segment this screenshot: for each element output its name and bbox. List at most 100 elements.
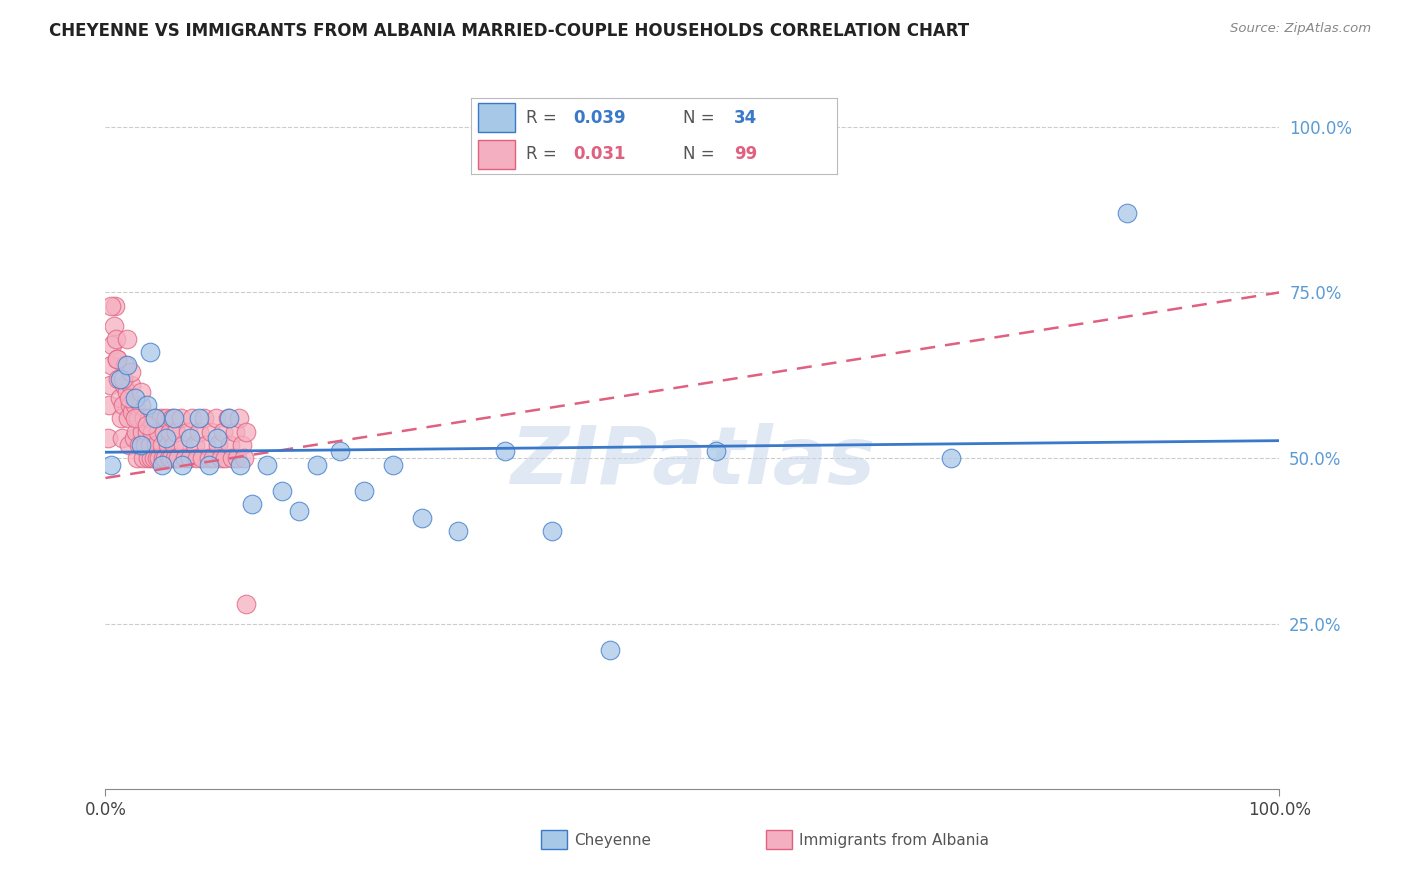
Point: [112, 378, 135, 392]
Point: [100, 359, 122, 373]
Text: 0.031: 0.031: [574, 145, 626, 163]
Point: [190, 451, 212, 466]
Point: [188, 425, 211, 439]
Point: [188, 411, 211, 425]
Text: Source: ZipAtlas.com: Source: ZipAtlas.com: [1230, 22, 1371, 36]
Point: [231, 438, 253, 452]
Point: [138, 411, 160, 425]
Point: [447, 524, 470, 538]
Point: [155, 451, 177, 466]
Point: [205, 431, 228, 445]
Point: [939, 451, 962, 466]
Point: [101, 338, 124, 352]
Point: [159, 425, 181, 439]
Point: [115, 332, 138, 346]
Point: [139, 438, 162, 452]
Point: [217, 411, 239, 425]
Point: [146, 451, 169, 466]
Point: [124, 392, 146, 406]
Point: [382, 458, 405, 472]
Text: Immigrants from Albania: Immigrants from Albania: [799, 833, 988, 847]
Point: [115, 384, 138, 399]
Point: [117, 411, 139, 425]
Point: [233, 451, 256, 466]
Point: [124, 411, 146, 425]
Point: [155, 411, 177, 425]
Point: [176, 425, 198, 439]
Point: [202, 451, 225, 466]
Point: [207, 438, 229, 452]
Point: [122, 431, 145, 445]
Point: [170, 458, 193, 472]
Text: N =: N =: [683, 109, 720, 127]
Point: [1115, 206, 1137, 220]
Point: [186, 451, 208, 466]
Point: [115, 359, 138, 373]
Point: [136, 451, 159, 466]
Point: [128, 438, 150, 452]
Text: 99: 99: [734, 145, 758, 163]
Point: [270, 484, 292, 499]
Point: [162, 411, 184, 425]
Point: [195, 438, 218, 452]
Bar: [478, 140, 515, 169]
Point: [107, 371, 129, 385]
Point: [329, 444, 352, 458]
Point: [148, 425, 170, 439]
Text: R =: R =: [526, 109, 562, 127]
Point: [179, 431, 201, 445]
Point: [235, 597, 257, 611]
Point: [494, 444, 516, 458]
Point: [114, 359, 136, 373]
Point: [105, 332, 128, 346]
Point: [219, 438, 242, 452]
Point: [221, 451, 243, 466]
Point: [120, 378, 142, 392]
Text: ZIPatlas: ZIPatlas: [510, 424, 875, 501]
Point: [100, 299, 122, 313]
Point: [305, 458, 328, 472]
Point: [112, 398, 135, 412]
Point: [127, 411, 149, 425]
Point: [149, 411, 172, 425]
Point: [240, 498, 263, 512]
Text: Cheyenne: Cheyenne: [574, 833, 651, 847]
Point: [288, 504, 311, 518]
Point: [143, 411, 166, 425]
Point: [142, 451, 165, 466]
Point: [108, 392, 131, 406]
Point: [121, 405, 143, 419]
Point: [228, 411, 250, 425]
Point: [214, 451, 236, 466]
Point: [211, 425, 233, 439]
Point: [152, 451, 174, 466]
Point: [124, 398, 146, 412]
Point: [540, 524, 562, 538]
Point: [172, 438, 194, 452]
Point: [256, 458, 278, 472]
Point: [157, 451, 180, 466]
Point: [145, 438, 167, 452]
Point: [183, 438, 205, 452]
Point: [704, 444, 727, 458]
Point: [353, 484, 375, 499]
Point: [179, 451, 201, 466]
Point: [181, 411, 204, 425]
Point: [167, 451, 190, 466]
Point: [141, 451, 163, 466]
Point: [218, 411, 240, 425]
Point: [141, 425, 163, 439]
Point: [224, 425, 246, 439]
Point: [160, 451, 183, 466]
Point: [156, 438, 179, 452]
Point: [100, 458, 122, 472]
Point: [125, 425, 148, 439]
Point: [165, 425, 187, 439]
Bar: [478, 103, 515, 132]
Point: [120, 365, 142, 379]
Text: 34: 34: [734, 109, 758, 127]
Point: [155, 431, 177, 445]
Point: [411, 510, 433, 524]
Point: [132, 451, 155, 466]
Point: [169, 411, 191, 425]
